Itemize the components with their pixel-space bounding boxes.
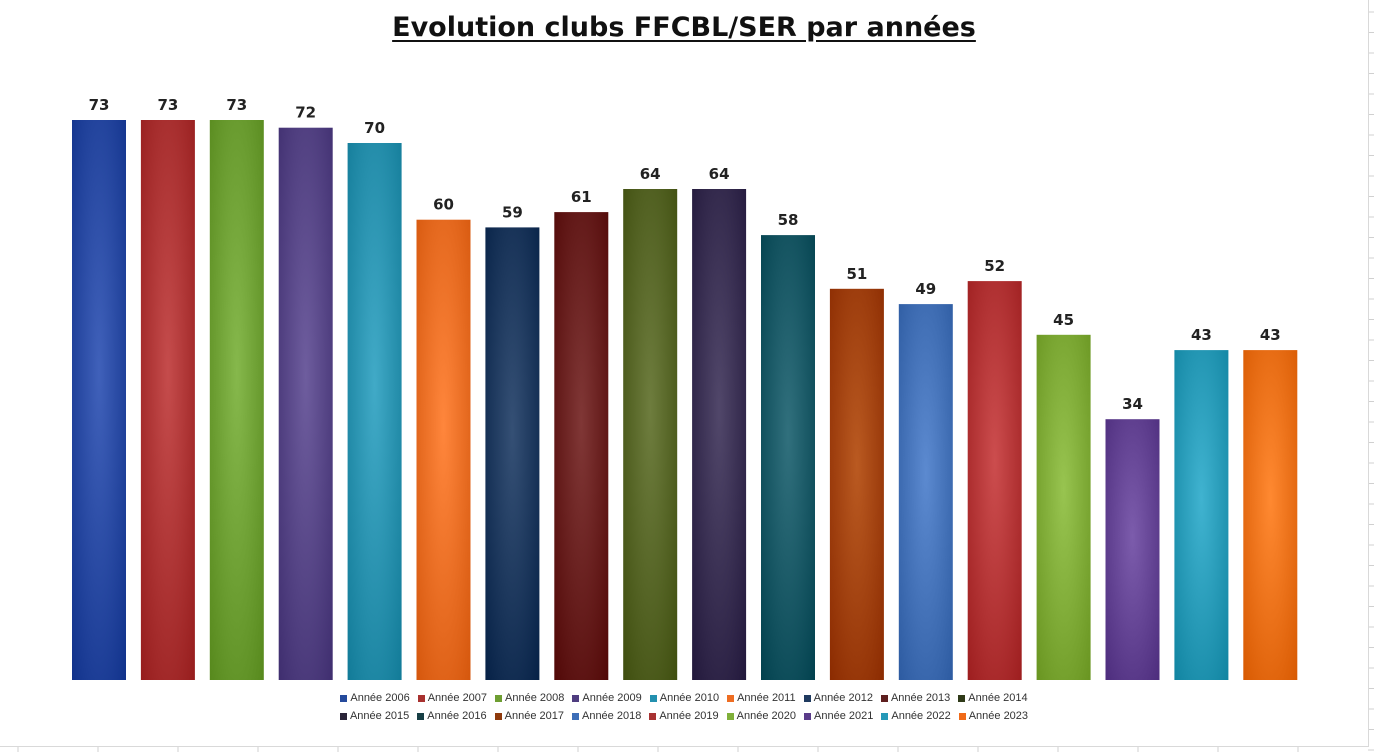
legend-label: Année 2013 — [890, 692, 951, 704]
data-label: 70 — [364, 119, 385, 137]
bar-année-2015[interactable] — [692, 189, 747, 680]
legend-swatch — [417, 712, 425, 720]
data-label: 73 — [157, 96, 178, 114]
legend-label: Année 2006 — [350, 692, 410, 704]
bar-année-2006[interactable] — [72, 120, 126, 680]
legend-swatch — [339, 712, 347, 720]
legend-item: Année 2006 — [340, 692, 410, 704]
legend-swatch — [495, 694, 503, 702]
data-label: 73 — [89, 96, 110, 114]
legend-label: Année 2017 — [504, 710, 564, 722]
bar-année-2016[interactable] — [761, 235, 815, 680]
bar-année-2009[interactable] — [278, 127, 333, 680]
bar-année-2008[interactable] — [209, 120, 264, 680]
legend-label: Année 2010 — [659, 692, 720, 704]
legend-label: Année 2009 — [582, 692, 642, 704]
legend-item: Année 2023 — [958, 710, 1029, 722]
bar-année-2013[interactable] — [554, 212, 609, 680]
legend-item: Année 2007 — [417, 692, 488, 704]
bar-année-2018[interactable] — [898, 304, 953, 680]
legend-row: Année 2015 Année 2016 Année 2017 Année 2018… — [339, 710, 1029, 722]
legend-item: Année 2009 — [572, 692, 642, 704]
legend-item: Année 2011 — [727, 692, 796, 704]
legend-item: Année 2014 — [958, 692, 1028, 704]
legend-item: Année 2008 — [495, 692, 564, 704]
legend-item: Année 2013 — [880, 692, 951, 704]
data-label: 72 — [295, 104, 316, 122]
legend-swatch — [881, 712, 889, 720]
data-label: 52 — [984, 257, 1005, 275]
legend-swatch — [572, 694, 580, 702]
bar-année-2022[interactable] — [1174, 350, 1229, 680]
data-label: 58 — [778, 211, 799, 229]
legend-label: Année 2021 — [814, 710, 874, 722]
legend-swatch — [340, 694, 348, 702]
legend-label: Année 2014 — [968, 692, 1028, 704]
legend-item: Année 2017 — [494, 710, 564, 722]
legend-label: Année 2015 — [349, 710, 410, 722]
data-label: 49 — [915, 280, 936, 298]
bar-année-2017[interactable] — [829, 288, 884, 680]
legend-label: Année 2018 — [581, 710, 642, 722]
data-label: 60 — [433, 196, 454, 214]
legend-item: Année 2010 — [649, 692, 720, 704]
data-label: 73 — [226, 96, 247, 114]
chart-title: Evolution clubs FFCBL/SER par années — [392, 12, 976, 43]
bar-année-2020[interactable] — [1036, 334, 1091, 680]
legend-label: Année 2016 — [427, 710, 487, 722]
data-label: 64 — [709, 165, 730, 183]
data-label: 43 — [1191, 326, 1212, 344]
data-label: 43 — [1260, 326, 1281, 344]
legend-label: Année 2007 — [427, 692, 488, 704]
bar-année-2010[interactable] — [347, 143, 402, 680]
legend-swatch — [649, 694, 657, 702]
legend-item: Année 2016 — [417, 710, 487, 722]
legend-item: Année 2018 — [571, 710, 642, 722]
legend-label: Année 2023 — [968, 710, 1029, 722]
legend-label: Année 2011 — [737, 692, 796, 704]
legend: Année 2006 Année 2007 Année 2008 Année 2009… — [0, 692, 1368, 722]
legend-swatch — [726, 712, 734, 720]
legend-swatch — [727, 694, 735, 702]
legend-label: Année 2019 — [659, 710, 719, 722]
legend-swatch — [803, 694, 811, 702]
legend-swatch — [571, 712, 579, 720]
bar-année-2023[interactable] — [1243, 350, 1298, 680]
data-label: 61 — [571, 188, 592, 206]
bar-année-2019[interactable] — [967, 281, 1022, 680]
legend-swatch — [880, 694, 888, 702]
legend-label: Année 2020 — [736, 710, 797, 722]
bar-année-2007[interactable] — [140, 120, 195, 680]
bar-année-2011[interactable] — [416, 219, 471, 680]
legend-item: Année 2012 — [803, 692, 873, 704]
data-label: 34 — [1122, 395, 1143, 413]
plot-area: 73 73 73 72 70 60 59 61 64 64 58 51 49 52 45 34 43 43 — [72, 96, 1298, 680]
bar-année-2014[interactable] — [623, 189, 678, 680]
legend-swatch — [958, 712, 966, 720]
legend-label: Année 2012 — [813, 692, 873, 704]
bar-année-2012[interactable] — [485, 227, 540, 680]
legend-label: Année 2022 — [891, 710, 951, 722]
legend-item: Année 2019 — [649, 710, 719, 722]
legend-label: Année 2008 — [505, 692, 565, 704]
bar-année-2021[interactable] — [1105, 419, 1160, 680]
legend-swatch — [417, 694, 425, 702]
data-label: 45 — [1053, 311, 1074, 329]
data-label: 59 — [502, 203, 523, 221]
data-label: 64 — [640, 165, 661, 183]
legend-row: Année 2006 Année 2007 Année 2008 Année 2009… — [340, 692, 1028, 704]
data-label: 51 — [846, 265, 867, 283]
legend-swatch — [958, 694, 966, 702]
legend-swatch — [804, 712, 812, 720]
legend-item: Année 2022 — [881, 710, 951, 722]
legend-swatch — [494, 712, 502, 720]
legend-swatch — [649, 712, 657, 720]
legend-item: Année 2021 — [804, 710, 873, 722]
legend-item: Année 2020 — [726, 710, 797, 722]
legend-item: Année 2015 — [339, 710, 410, 722]
